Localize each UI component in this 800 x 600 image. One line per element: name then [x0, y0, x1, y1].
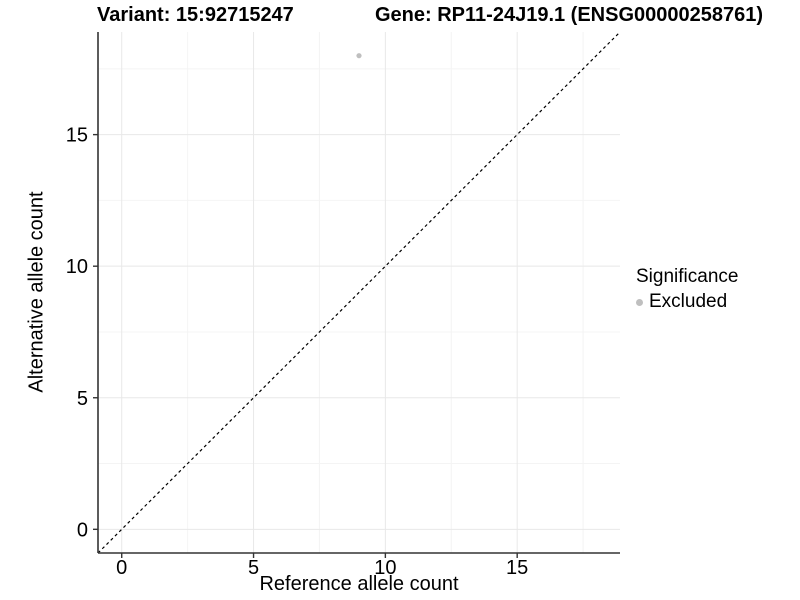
gene-title: Gene: RP11-24J19.1 (ENSG00000258761) [375, 4, 764, 26]
legend-item-label: Excluded [649, 291, 728, 312]
legend-item-excluded: Excluded [636, 291, 738, 313]
y-axis-title: Alternative allele count [25, 191, 48, 393]
x-tick-label: 15 [506, 557, 528, 579]
x-tick-label: 10 [374, 557, 396, 579]
data-point [356, 53, 362, 59]
y-tick-label: 5 [77, 388, 88, 410]
legend: Significance Excluded [636, 266, 738, 313]
identity-line [97, 31, 621, 554]
x-axis-title: Reference allele count [259, 573, 459, 595]
x-tick-label: 5 [248, 557, 259, 579]
y-tick-label: 10 [66, 256, 88, 278]
point-icon [636, 298, 643, 306]
variant-title: Variant: 15:92715247 [97, 4, 294, 26]
x-tick-label: 0 [116, 557, 127, 579]
legend-title: Significance [636, 266, 739, 287]
y-tick-label: 0 [77, 519, 88, 541]
y-tick-label: 15 [66, 125, 88, 147]
